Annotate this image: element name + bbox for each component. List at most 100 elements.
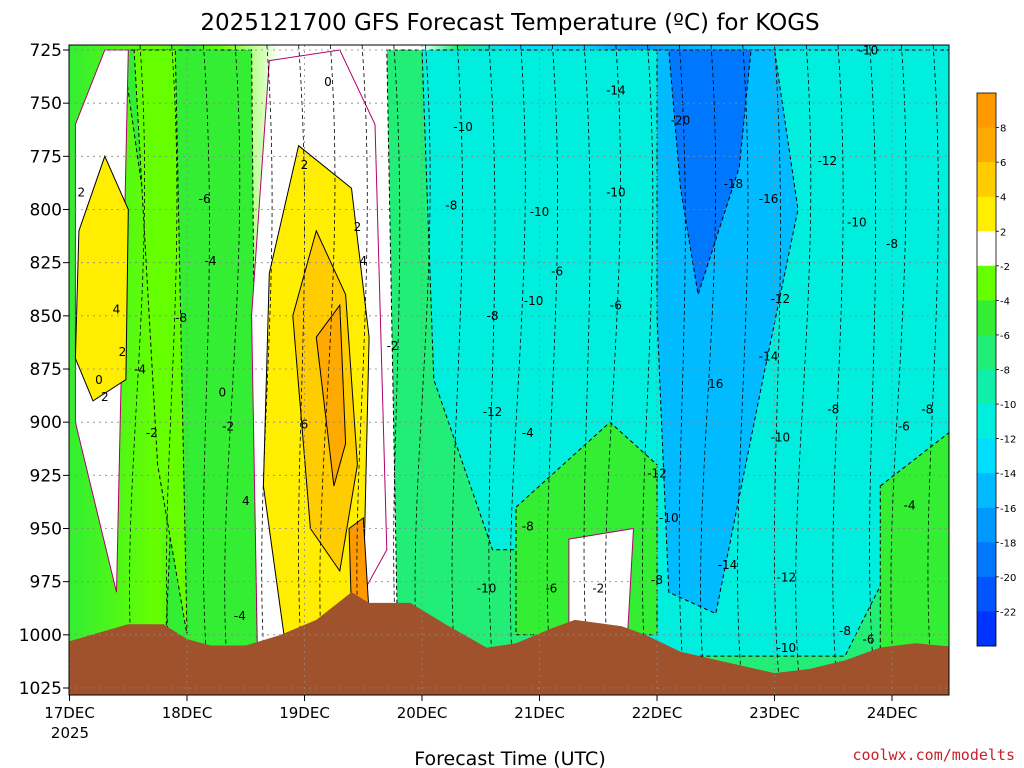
contour-label: -6 [863, 632, 875, 646]
colorbar: 8 6 4 2 -2 -4 -6 -8 -10 -12 -14 -16 -18 -20 -22 [976, 92, 1016, 647]
contour-label: -10 [477, 581, 497, 595]
isotherm-line [451, 45, 463, 695]
contour-label: -14 [759, 350, 779, 364]
isotherm-line [583, 45, 591, 695]
contour-label: 2 [77, 186, 85, 200]
colorbar-tick-label: 4 [1000, 193, 1006, 204]
contour-label: -20 [671, 113, 691, 127]
colorbar-swatch [977, 576, 996, 612]
contour-label: -10 [847, 216, 867, 230]
contour-label: -10 [606, 186, 626, 200]
colorbar-tick-label: -8 [1000, 366, 1010, 377]
colorbar-tick-label: -6 [1000, 331, 1010, 342]
contour-labels: 0-10-14-20-10-122-18-16-102 -6 -8 -10-102-8… [77, 43, 933, 655]
isotherm-line [642, 45, 654, 695]
x-tick-label: 17DEC [44, 704, 95, 722]
colorbar-tick-label: -16 [1000, 504, 1016, 515]
x-tick-label: 24DEC [867, 704, 918, 722]
x-tick-label: 19DEC [279, 704, 330, 722]
x-year-label: 2025 [51, 724, 89, 742]
contour-label: -4 [904, 498, 916, 512]
contour-label: -12 [483, 405, 503, 419]
isotherm-line [700, 45, 717, 695]
contour-label: -8 [839, 624, 851, 638]
colorbar-tick-label: 2 [1000, 227, 1006, 238]
colorbar-tick-label: -22 [1000, 607, 1016, 618]
colorbar-tick-label: -4 [1000, 296, 1010, 307]
x-tick-label: 23DEC [749, 704, 800, 722]
colorbar-tick-label: -12 [1000, 435, 1016, 446]
plot-area: 0-10-14-20-10-122-18-16-102 -6 -8 -10-102-8… [69, 43, 949, 695]
colorbar-swatch [977, 127, 996, 163]
colorbar-tick-label: -14 [1000, 469, 1016, 480]
contour-label: -12 [776, 571, 796, 585]
isotherm-line [261, 45, 273, 695]
contour-label: -8 [175, 311, 187, 325]
contour-label: -10 [530, 205, 550, 219]
contour-label: -4 [234, 609, 246, 623]
y-tick-label: 900 [30, 413, 62, 433]
colorbar-swatch [977, 334, 996, 370]
y-tick-label: 825 [30, 254, 62, 274]
contour-label: -16 [759, 192, 779, 206]
contour-label: 0 [218, 386, 226, 400]
contour-label: 2 [119, 345, 127, 359]
contour-label: -6 [545, 581, 557, 595]
isotherm-line [546, 45, 558, 695]
isotherm-line [927, 45, 939, 695]
colorbar-tick-label: 8 [1000, 124, 1006, 135]
contour-label: 2 [301, 158, 309, 172]
colorbar-swatch [977, 300, 996, 336]
isotherm-line [605, 45, 621, 695]
contour-label: -12 [771, 292, 791, 306]
field-warm-17dec [74, 154, 129, 402]
isotherm-line [224, 45, 241, 695]
contour-label: -14 [718, 558, 738, 572]
x-tick-label: 22DEC [632, 704, 683, 722]
colorbar-swatch [977, 507, 996, 543]
isotherm-line [795, 45, 812, 695]
isotherm-line [202, 45, 210, 695]
y-tick-label: 1000 [19, 626, 62, 646]
grid [69, 45, 949, 695]
isotherm-line [737, 45, 749, 695]
y-tick-label: 1025 [19, 679, 62, 699]
isotherm-line [166, 45, 178, 695]
y-tick-label: 725 [30, 41, 62, 61]
y-axis: 725 750 775 800 825 850 875 900 925 950 975 1000 102… [19, 41, 69, 699]
y-tick-label: 925 [30, 466, 62, 486]
contour-label: 2 [354, 220, 362, 234]
contour-label: -2 [592, 581, 604, 595]
contour-label: -4 [134, 362, 146, 376]
contour-label: -8 [651, 573, 663, 587]
contour-label: -2 [222, 420, 234, 434]
colorbar-tick-label: -2 [1000, 262, 1010, 273]
y-tick-label: 975 [30, 573, 62, 593]
contour-label: -6 [610, 299, 622, 313]
isotherm-line [869, 45, 877, 695]
y-tick-label: 875 [30, 360, 62, 380]
contour-label: -6 [199, 192, 211, 206]
colorbar-swatch [977, 473, 996, 509]
credit-link[interactable]: coolwx.com/modelts [852, 746, 1015, 764]
contour-label: -4 [522, 426, 534, 440]
chart-title: 2025121700 GFS Forecast Temperature (ºC)… [200, 10, 819, 36]
contour-label: 0 [324, 75, 332, 89]
plot-frame [68, 44, 950, 696]
isotherm-line [832, 45, 844, 695]
colorbar-tick-label: -20 [1000, 573, 1016, 584]
contour-label: 16 [708, 377, 723, 391]
contour-label: 4 [242, 494, 250, 508]
contour-label: -10 [659, 511, 679, 525]
colorbar-swatch [977, 369, 996, 405]
isotherm-line [509, 45, 526, 695]
contour-label: 0 [95, 373, 103, 387]
contour-label: -10 [859, 43, 879, 57]
contour-label: 6 [301, 418, 309, 432]
colorbar-swatch [977, 196, 996, 232]
contour-label: -8 [886, 237, 898, 251]
y-tick-label: 850 [30, 307, 62, 327]
contour-label: -8 [921, 403, 933, 417]
isotherm-line [129, 45, 145, 695]
contour-label: -4 [205, 254, 217, 268]
